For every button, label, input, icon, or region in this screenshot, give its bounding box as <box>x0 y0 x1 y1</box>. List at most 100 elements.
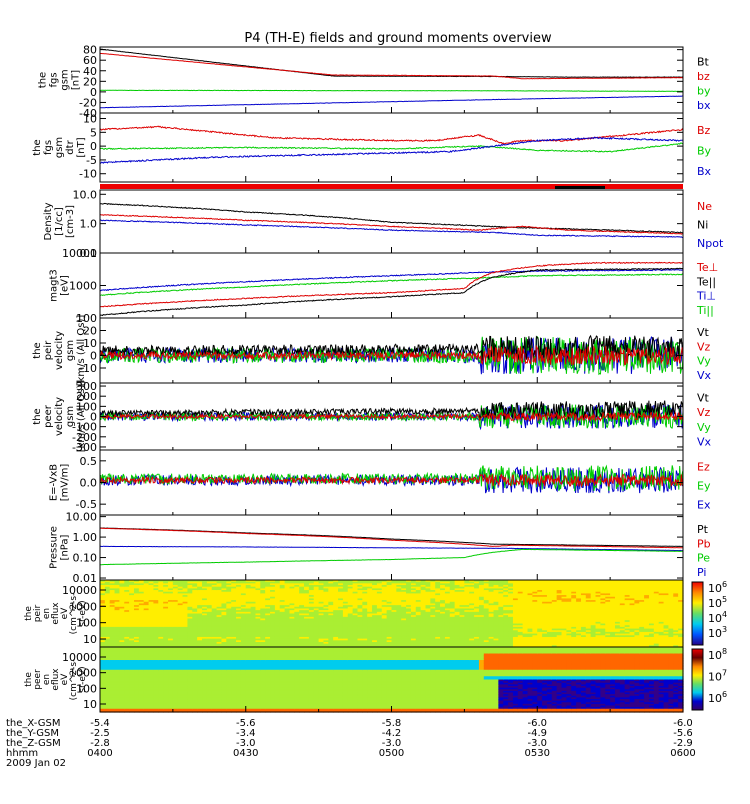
legend-entry: Pt <box>697 523 709 536</box>
legend-entry: Ez <box>697 461 710 474</box>
panel-frame <box>100 113 683 182</box>
y-label-line: gsm <box>54 137 65 158</box>
y-label-line: Density <box>43 202 54 240</box>
y-label-line: [cm-3] <box>65 205 76 238</box>
legend-entry: Ni <box>697 219 708 232</box>
legend-entry: Te|| <box>696 275 716 288</box>
legend-entry: Bt <box>697 55 710 68</box>
y-label-line: velocity <box>54 331 65 370</box>
legend-entry: Pb <box>697 537 711 550</box>
y-tick-label: -0.5 <box>76 498 97 511</box>
series-line-0 <box>100 49 683 77</box>
y-label-line: magt3 <box>49 269 60 302</box>
legend-entry: Ne <box>697 200 712 213</box>
series-line-0 <box>100 126 683 144</box>
y-label-line: the <box>32 408 43 424</box>
y-label-line: E=-VxB <box>49 464 60 501</box>
legend-entry: Te⊥ <box>696 261 718 274</box>
legend-entry: Npot <box>697 237 724 250</box>
y-label-line: peer <box>43 404 54 428</box>
series-line-2 <box>100 90 683 91</box>
y-tick-label: 0.0 <box>80 477 98 490</box>
y-tick-label: 1.0 <box>80 218 98 231</box>
legend-entry: Ex <box>697 499 711 512</box>
y-label-line: velocity <box>54 397 65 436</box>
y-label-line: fgs <box>49 72 60 87</box>
series-line-1 <box>100 143 683 152</box>
legend-entry: Ti|| <box>696 304 714 317</box>
y-label-line: [nPa] <box>60 534 71 560</box>
legend-entry: Pi <box>697 566 706 579</box>
y-label-line: [km/s (All Qs)] <box>76 315 87 387</box>
legend-entry: Vt <box>697 391 710 404</box>
legend-entry: Vx <box>697 436 712 449</box>
legend-entry: Ey <box>697 480 711 493</box>
legend-entry: By <box>697 145 712 158</box>
series-line-3 <box>100 549 683 564</box>
y-axis-label: Density[1/cc][cm-3] <box>43 202 76 240</box>
y-tick-label: 5 <box>90 126 97 139</box>
y-label-line: Pressure <box>49 526 60 569</box>
y-label-line: gsm <box>65 340 76 361</box>
y-label-line: [1/cc] <box>54 207 65 236</box>
legend-entry: Bx <box>697 165 712 178</box>
y-label-line: gsm <box>65 406 76 427</box>
y-label-line: the <box>32 342 43 358</box>
y-tick-label: 0.5 <box>80 455 98 468</box>
y-label-line: the <box>32 139 43 155</box>
panel-frame <box>100 47 683 113</box>
y-axis-label: Pressure[nPa] <box>49 526 71 569</box>
y-tick-label: 0 <box>90 350 97 363</box>
y-label-line: gsm <box>60 69 71 90</box>
y-tick-label: 0 <box>90 140 97 153</box>
series-line-1 <box>100 215 683 235</box>
series-line-1 <box>100 53 683 78</box>
status-bar-mark <box>555 186 605 189</box>
legend-entry: Vt <box>697 326 710 339</box>
y-axis-label: magt3[eV] <box>49 269 71 302</box>
y-label-line: [mV/m] <box>60 464 71 502</box>
legend-entry: Vy <box>697 421 711 434</box>
y-label-line: [nT] <box>76 137 87 157</box>
plot-title: P4 (TH-E) fields and ground moments over… <box>244 31 552 46</box>
panel-frame <box>100 190 683 253</box>
y-tick-label: -10 <box>79 168 97 181</box>
y-tick-label: 10.0 <box>73 188 98 201</box>
y-tick-label: 10.00 <box>66 511 98 524</box>
y-label-line: [eV] <box>60 275 71 296</box>
y-tick-label: 0.10 <box>73 552 98 565</box>
legend-entry: Vx <box>697 369 712 382</box>
y-label-line: the <box>38 72 49 88</box>
y-label-line: dtr <box>65 139 76 154</box>
y-tick-label: 1.00 <box>73 531 98 544</box>
y-label-line: fgs <box>43 140 54 155</box>
y-label-line: [nT] <box>71 70 82 90</box>
series-line-3 <box>100 96 683 108</box>
y-tick-label: -5 <box>86 154 97 167</box>
legend-entry: bx <box>697 99 711 112</box>
y-label-line: [km/s (All Qs)] <box>76 381 87 453</box>
status-bar <box>100 184 683 189</box>
y-tick-label: 10 <box>83 113 97 126</box>
legend-entry: Pe <box>697 552 710 565</box>
y-label-line: peir <box>43 340 54 360</box>
legend-entry: Ti⊥ <box>696 290 716 303</box>
legend-entry: Vz <box>697 406 711 419</box>
series-line-2 <box>100 137 683 163</box>
legend-entry: Bz <box>697 124 711 137</box>
legend-entry: bz <box>697 70 710 83</box>
